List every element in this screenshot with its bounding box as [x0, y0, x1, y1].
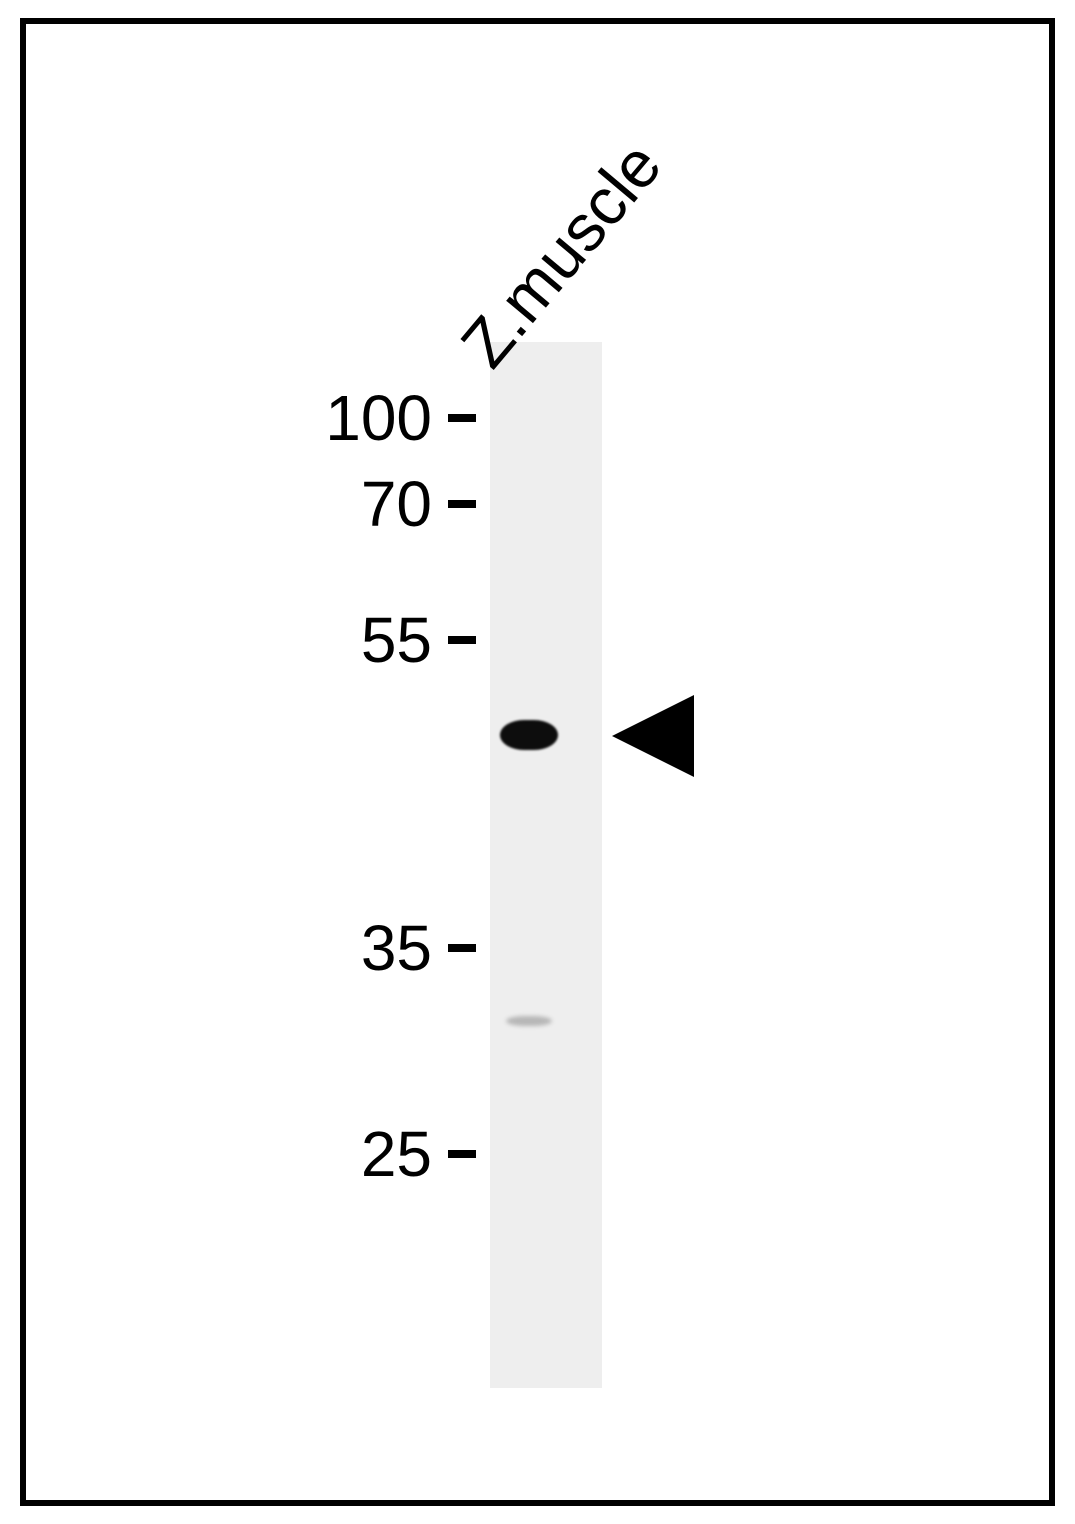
mw-tick-35: [448, 944, 476, 952]
mw-label-100: 100: [325, 386, 432, 450]
mw-tick-70: [448, 500, 476, 508]
mw-tick-100: [448, 414, 476, 422]
blot-lane: [490, 342, 602, 1388]
band-pointer-arrow: [612, 695, 694, 782]
main-band: [500, 720, 558, 750]
mw-tick-25: [448, 1150, 476, 1158]
mw-label-25: 25: [361, 1122, 432, 1186]
mw-tick-55: [448, 636, 476, 644]
mw-label-70: 70: [361, 472, 432, 536]
mw-label-35: 35: [361, 916, 432, 980]
faint-band-1: [506, 1016, 552, 1026]
mw-label-55: 55: [361, 608, 432, 672]
